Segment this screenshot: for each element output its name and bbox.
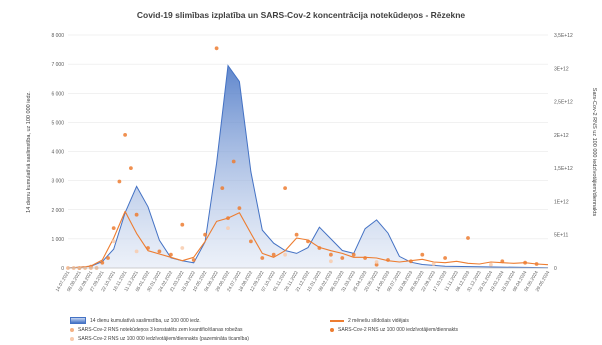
data-point [100, 260, 105, 265]
data-point [489, 262, 493, 267]
series-rna-points [66, 46, 539, 270]
data-point [466, 236, 470, 240]
data-point [329, 252, 333, 257]
data-point [283, 252, 287, 257]
y2-tick-label: 0 [554, 266, 557, 272]
data-point [260, 256, 265, 260]
data-point [180, 222, 185, 227]
legend: 14 dienu kumulatīvā saslimstība, uz 100 … [70, 316, 590, 343]
data-point [129, 166, 133, 171]
y-tick-label: 8 000 [51, 33, 64, 39]
legend-item-rna: SARS-Cov-2 RNS uz 100 000 iedzīvotājiem/… [330, 327, 590, 333]
data-point [271, 252, 276, 257]
y2-tick-label: 3E+12 [554, 66, 569, 72]
data-point [180, 246, 185, 250]
data-point [431, 262, 436, 266]
data-point [420, 252, 425, 257]
data-point [220, 186, 225, 191]
y-axis-ticks: 0 1 000 2 000 3 000 4 000 5 000 6 000 7 000 8 00… [51, 33, 64, 272]
data-point [237, 206, 242, 211]
data-point [294, 232, 299, 237]
y-tick-label: 6 000 [51, 91, 64, 97]
data-point [203, 232, 208, 237]
data-point [226, 226, 230, 231]
data-point [386, 258, 390, 262]
data-point [500, 259, 505, 264]
data-point [317, 246, 322, 250]
y2-tick-label: 3,5E+12 [554, 33, 573, 39]
data-point [106, 256, 110, 260]
y-tick-label: 5 000 [51, 120, 64, 126]
legend-label: SARS-Cov-2 RNS uz 100 000 iedzīvotājiem/… [78, 335, 249, 342]
data-point [111, 226, 116, 231]
data-point [117, 179, 122, 184]
data-point [363, 256, 367, 260]
data-point [340, 256, 345, 260]
legend-swatch-dot [330, 327, 334, 332]
data-point [134, 249, 139, 254]
data-point [443, 256, 447, 260]
legend-item-rna-low: SARS-Cov-2 RNS uz 100 000 iedzīvotājiem/… [70, 336, 330, 342]
y2-tick-label: 1,5E+12 [554, 166, 573, 172]
data-point [249, 239, 253, 244]
legend-label: 14 dienu kumulatīvā saslimstība, uz 100 … [90, 317, 201, 324]
legend-label: SARS-Cov-2 RNS notekūdeņos 3 konstatēts … [78, 326, 243, 333]
data-point [134, 212, 139, 217]
legend-item-area: 14 dienu kumulatīvā saslimstība, uz 100 … [70, 317, 330, 324]
y-tick-label: 4 000 [51, 150, 64, 156]
legend-item-below-limit: SARS-Cov-2 RNS notekūdeņos 3 konstatēts … [70, 327, 330, 333]
data-point [283, 186, 287, 191]
data-point [226, 216, 230, 221]
legend-swatch-dot [70, 336, 74, 341]
y-axis-label: 14 dienu kumulatīvā saslimstība, uz 100 … [26, 91, 32, 213]
data-point [329, 259, 333, 264]
legend-swatch-line [330, 319, 344, 322]
y-tick-label: 0 [61, 266, 64, 272]
data-point [534, 262, 539, 266]
x-axis-ticks: 14.07.202108.08.202102.09.202127.09.2021… [55, 270, 551, 293]
y2-tick-label: 2E+12 [554, 133, 569, 139]
legend-label: SARS-Cov-2 RNS uz 100 000 iedzīvotājiem/… [338, 326, 459, 333]
y2-tick-label: 5E+11 [554, 233, 568, 239]
y2-axis-label: Sars-Cov-2 RNS uz 100 000 iedzīvotājiem/… [591, 88, 597, 217]
y2-tick-label: 2,5E+12 [554, 100, 573, 106]
legend-swatch-dot [70, 327, 74, 332]
legend-swatch-area [70, 317, 86, 324]
series-cumulative-incidence [67, 64, 549, 269]
data-point [111, 239, 116, 244]
data-point [191, 258, 196, 262]
data-point [123, 133, 127, 137]
data-point [169, 252, 173, 257]
data-point [374, 260, 379, 264]
y-tick-label: 7 000 [51, 62, 64, 68]
legend-label: 2 mēnešu slīdošais vidējais [348, 317, 409, 324]
legend-item-line: 2 mēnešu slīdošais vidējais [330, 318, 590, 324]
data-point [374, 262, 379, 267]
y-tick-label: 3 000 [51, 179, 64, 185]
data-point [351, 252, 356, 257]
chart-title: Covid-19 slimības izplatība un SARS-Cov-… [137, 10, 466, 20]
data-point [306, 239, 310, 244]
area-fill [68, 65, 548, 268]
y2-axis-ticks: 0 5E+11 1E+12 1,5E+12 2E+12 2,5E+12 3E+12 3,5E+… [554, 33, 573, 272]
data-point [214, 46, 219, 51]
y-tick-label: 1 000 [51, 237, 64, 243]
data-point [523, 260, 527, 265]
area-outline [67, 64, 549, 269]
data-point [231, 159, 236, 164]
y-tick-label: 2 000 [51, 208, 64, 214]
data-point [409, 259, 413, 264]
y2-tick-label: 1E+12 [554, 199, 569, 205]
data-point [146, 246, 150, 250]
data-point [157, 249, 162, 254]
